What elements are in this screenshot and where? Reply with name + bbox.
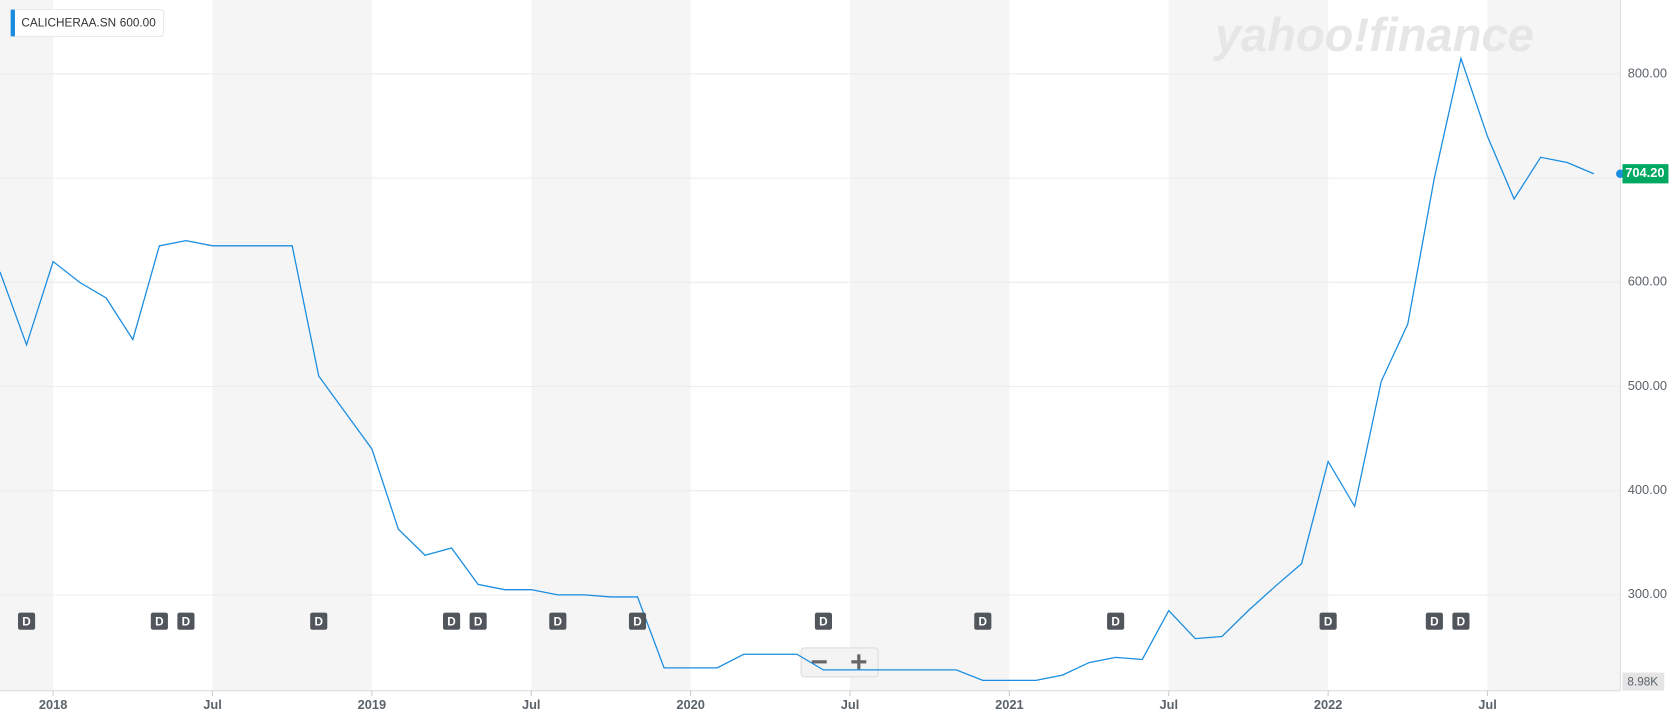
dividend-marker xyxy=(974,612,992,630)
dividend-label: D xyxy=(155,615,164,628)
x-tick-label: 2022 xyxy=(1314,697,1343,712)
x-tick-label: 2020 xyxy=(676,697,705,712)
dividend-label: D xyxy=(554,615,563,628)
period-shade xyxy=(212,0,372,691)
price-line xyxy=(0,56,1595,681)
dividend-label: D xyxy=(1324,615,1333,628)
x-tick-label: Jul xyxy=(1159,697,1178,712)
y-tick-label: 800.00 xyxy=(1628,65,1667,80)
dividend-label: D xyxy=(633,615,642,628)
dividend-marker xyxy=(1425,612,1443,630)
period-shade xyxy=(1168,0,1329,691)
dividend-label: D xyxy=(474,615,483,628)
dividend-label: D xyxy=(819,615,828,628)
dividend-marker xyxy=(177,612,195,630)
y-tick-label: 300.00 xyxy=(1628,586,1667,601)
dividend-label: D xyxy=(315,615,324,628)
legend-ticker: CALICHERAA.SN xyxy=(21,17,116,30)
zoom-controls[interactable] xyxy=(800,647,879,678)
x-tick-label: 2018 xyxy=(39,697,68,712)
watermark: yahoo!finance xyxy=(1213,8,1534,61)
dividend-label: D xyxy=(979,615,988,628)
x-tick-label: 2021 xyxy=(995,697,1024,712)
dividend-marker xyxy=(150,612,168,630)
dividend-marker xyxy=(628,612,647,630)
volume-label: 8.98K xyxy=(1627,675,1658,688)
dividend-marker xyxy=(549,612,567,630)
dividend-label: D xyxy=(22,615,31,628)
dividend-label: D xyxy=(447,615,456,628)
x-tick-label: Jul xyxy=(1478,697,1497,712)
y-tick-label: 500.00 xyxy=(1628,378,1667,393)
dividend-marker xyxy=(18,612,36,630)
dividend-marker xyxy=(310,612,328,630)
x-tick-label: Jul xyxy=(203,697,222,712)
current-price-badge xyxy=(1622,164,1669,184)
legend-swatch xyxy=(10,9,15,37)
volume-badge xyxy=(1622,672,1665,691)
y-tick-label: 400.00 xyxy=(1628,482,1667,497)
dividend-marker xyxy=(1319,612,1337,630)
period-shade xyxy=(850,0,1010,691)
legend: CALICHERAA.SN 600.00 xyxy=(10,9,165,37)
y-tick-label: 600.00 xyxy=(1628,274,1667,289)
x-tick-label: Jul xyxy=(522,697,541,712)
dividend-label: D xyxy=(1111,615,1120,628)
current-price-label: 704.20 xyxy=(1625,165,1664,180)
dividend-label: D xyxy=(1457,615,1466,628)
x-tick-label: 2019 xyxy=(358,697,387,712)
dividend-marker xyxy=(469,612,487,630)
background xyxy=(0,0,1621,691)
period-shade xyxy=(1487,0,1621,691)
legend-value: 600.00 xyxy=(120,17,156,30)
x-tick-label: Jul xyxy=(841,697,860,712)
dividend-marker xyxy=(443,612,461,630)
dividend-label: D xyxy=(182,615,191,628)
dividend-marker xyxy=(1107,612,1125,630)
dividend-label: D xyxy=(1430,615,1439,628)
period-shade xyxy=(531,0,691,691)
dividend-marker xyxy=(814,612,832,630)
dividend-marker xyxy=(1452,612,1470,630)
